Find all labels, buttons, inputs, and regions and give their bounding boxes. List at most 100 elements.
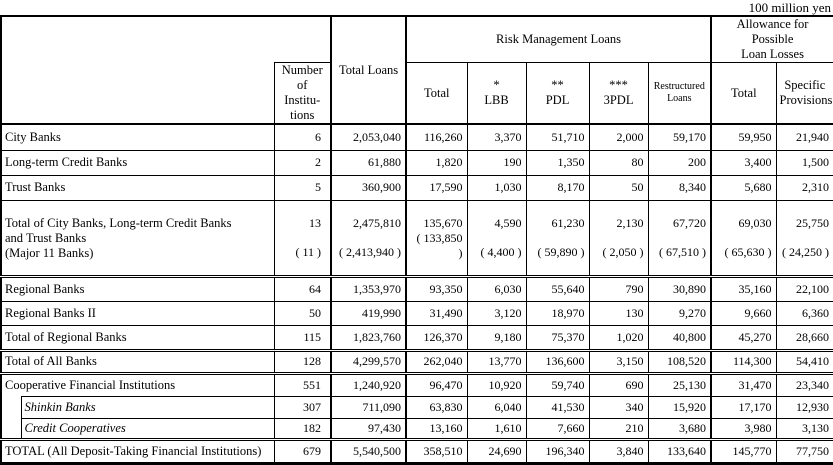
value-cell: 96,470 bbox=[405, 371, 468, 397]
value-cell: 80 bbox=[588, 149, 649, 176]
row-grand-total: TOTAL (All Deposit-Taking Financial Inst… bbox=[0, 437, 833, 464]
value-cell: 35,160 bbox=[710, 274, 777, 302]
value-cell: 8,340 bbox=[647, 174, 712, 201]
row-label: Shinkin Banks bbox=[20, 395, 275, 419]
value-cell: 55,640 bbox=[525, 274, 590, 302]
value-cell: 711,090 bbox=[330, 395, 407, 419]
value-cell: 190 bbox=[466, 149, 527, 176]
header-pdl: ** PDL bbox=[525, 62, 590, 125]
value-cell: 1,823,760 bbox=[330, 324, 407, 351]
value-cell: 28,660 bbox=[775, 324, 833, 351]
value-cell: 1,020 bbox=[588, 324, 649, 351]
row-label: Regional Banks II bbox=[0, 300, 275, 326]
value-cell: 1,820 bbox=[405, 149, 468, 176]
header-total-loans: Total Loans bbox=[330, 15, 408, 125]
header-row-groups: Total Loans Risk Management Loans Allowa… bbox=[0, 15, 833, 125]
value-cell: 30,890 bbox=[647, 274, 712, 302]
value-cell: 2,310 bbox=[775, 174, 833, 201]
value-cell: 61,880 bbox=[330, 149, 407, 176]
value-cell: 45,270 bbox=[710, 324, 777, 351]
header-corner-blank bbox=[0, 15, 332, 63]
value-cell: 2,130( 2,050 ) bbox=[588, 199, 649, 277]
value-cell: 3,680 bbox=[647, 417, 712, 440]
value-cell: 551 bbox=[273, 371, 332, 397]
value-cell: 7,660 bbox=[525, 417, 590, 440]
row-label-main: Total of City Banks, Long-term Credit Ba… bbox=[5, 215, 232, 245]
header-rml-total: Total bbox=[405, 62, 468, 125]
value-cell: 307 bbox=[273, 395, 332, 419]
value-cell: 4,299,570 bbox=[330, 348, 407, 374]
value-cell: 6,360 bbox=[775, 300, 833, 326]
value-cell: 3,980 bbox=[710, 417, 777, 440]
row-total-city-ltcb-trust-banks: Total of City Banks, Long-term Credit Ba… bbox=[0, 199, 833, 277]
value-cell: 200 bbox=[647, 149, 712, 176]
row-shinkin-banks: Shinkin Banks 307 711,090 63,830 6,040 4… bbox=[0, 395, 833, 419]
header-specific-provisions: Specific Provisions bbox=[775, 62, 833, 125]
row-label: Trust Banks bbox=[0, 174, 275, 201]
value-cell: 115 bbox=[273, 324, 332, 351]
value-cell: 679 bbox=[273, 437, 332, 464]
row-label: City Banks bbox=[0, 123, 275, 151]
row-long-term-credit-banks: Long-term Credit Banks 2 61,880 1,820 19… bbox=[0, 149, 833, 176]
financial-table: Total Loans Risk Management Loans Allowa… bbox=[0, 15, 833, 465]
row-regional-banks: Regional Banks 64 1,353,970 93,350 6,030… bbox=[0, 274, 833, 302]
row-label: Long-term Credit Banks bbox=[0, 149, 275, 176]
value-cell: 59,950 bbox=[710, 123, 777, 151]
value-cell: 25,750( 24,250 ) bbox=[775, 199, 833, 277]
value-cell: 18,970 bbox=[525, 300, 590, 326]
value-cell: 3,840 bbox=[588, 437, 649, 464]
row-city-banks: City Banks 6 2,053,040 116,260 3,370 51,… bbox=[0, 123, 833, 151]
value-cell: 135,670( 133,850 ) bbox=[405, 199, 468, 277]
value-cell: 8,170 bbox=[525, 174, 590, 201]
indent-spacer bbox=[0, 418, 21, 439]
value-cell: 17,170 bbox=[710, 395, 777, 419]
value-cell: 1,500 bbox=[775, 149, 833, 176]
value-cell: 210 bbox=[588, 417, 649, 440]
value-cell: 5,680 bbox=[710, 174, 777, 201]
value-cell: 1,240,920 bbox=[330, 371, 407, 397]
value-cell: 262,040 bbox=[405, 348, 468, 374]
value-cell: 1,610 bbox=[466, 417, 527, 440]
value-cell: 1,350 bbox=[525, 149, 590, 176]
value-cell: 61,230( 59,890 ) bbox=[525, 199, 590, 277]
value-cell: 126,370 bbox=[405, 324, 468, 351]
header-restructured-loans: Restructured Loans bbox=[647, 62, 713, 125]
row-cooperative-financial-institutions: Cooperative Financial Institutions 551 1… bbox=[0, 371, 833, 397]
row-label: TOTAL (All Deposit-Taking Financial Inst… bbox=[0, 437, 275, 464]
value-cell: 12,930 bbox=[775, 395, 833, 419]
value-cell: 50 bbox=[273, 300, 332, 326]
value-cell: 690 bbox=[588, 371, 649, 397]
value-cell: 2,053,040 bbox=[330, 123, 407, 151]
value-cell: 116,260 bbox=[405, 123, 468, 151]
row-total-all-banks: Total of All Banks 128 4,299,570 262,040… bbox=[0, 348, 833, 374]
value-cell: 9,660 bbox=[710, 300, 777, 326]
header-number-of-institutions: Number of Institu- tions bbox=[273, 62, 332, 125]
value-cell: 3,130 bbox=[775, 417, 833, 440]
value-cell: 9,180 bbox=[466, 324, 527, 351]
row-regional-banks-ii: Regional Banks II 50 419,990 31,490 3,12… bbox=[0, 300, 833, 326]
value-cell: 6,030 bbox=[466, 274, 527, 302]
value-cell: 2,000 bbox=[588, 123, 649, 151]
header-3pdl: *** 3PDL bbox=[588, 62, 649, 125]
value-cell: 13( 11 ) bbox=[273, 199, 332, 277]
value-cell: 360,900 bbox=[330, 174, 407, 201]
header-label-blank bbox=[0, 62, 275, 125]
value-cell: 133,640 bbox=[647, 437, 712, 464]
value-cell: 128 bbox=[273, 348, 332, 374]
value-cell: 21,940 bbox=[775, 123, 833, 151]
value-cell: 1,030 bbox=[466, 174, 527, 201]
value-cell: 31,470 bbox=[710, 371, 777, 397]
value-cell: 182 bbox=[273, 417, 332, 440]
value-cell: 31,490 bbox=[405, 300, 468, 326]
unit-label: 100 million yen bbox=[748, 0, 831, 15]
header-allowance-total: Total bbox=[710, 62, 777, 125]
value-cell: 64 bbox=[273, 274, 332, 302]
value-cell: 419,990 bbox=[330, 300, 407, 326]
value-cell: 23,340 bbox=[775, 371, 833, 397]
value-cell: 50 bbox=[588, 174, 649, 201]
value-cell: 3,150 bbox=[588, 348, 649, 374]
value-cell: 15,920 bbox=[647, 395, 712, 419]
row-label-major11: (Major 11 Banks) bbox=[5, 245, 94, 260]
row-trust-banks: Trust Banks 5 360,900 17,590 1,030 8,170… bbox=[0, 174, 833, 201]
row-credit-cooperatives: Credit Cooperatives 182 97,430 13,160 1,… bbox=[0, 417, 833, 440]
